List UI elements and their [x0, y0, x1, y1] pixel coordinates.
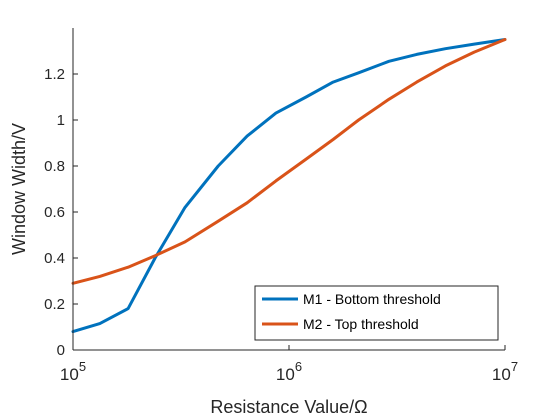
tick-labels: 0 0.2 0.4 0.6 0.8 1 1.2 105 106 107 — [44, 66, 518, 384]
x-tick-label: 107 — [492, 359, 518, 384]
series-line-1 — [71, 38, 507, 334]
series-lines — [71, 38, 507, 334]
axes — [72, 28, 506, 351]
x-tick-label: 105 — [60, 359, 86, 384]
y-tick-label: 0.6 — [44, 204, 65, 221]
y-tick-label: 1.2 — [44, 66, 65, 83]
y-tick-label: 0.4 — [44, 250, 65, 267]
legend: M1 - Bottom threshold M2 - Top threshold — [254, 285, 499, 341]
x-axis-label: Resistance Value/Ω — [210, 397, 367, 417]
y-tick-label: 0.2 — [44, 296, 65, 313]
y-tick-label: 1 — [57, 112, 65, 129]
y-axis-label: Window Width/V — [9, 123, 29, 255]
series-line-2 — [71, 38, 507, 285]
y-tick-label: 0.8 — [44, 158, 65, 175]
legend-label-2: M2 - Top threshold — [303, 316, 419, 332]
legend-box — [254, 285, 499, 341]
x-tick-label: 106 — [276, 359, 302, 384]
legend-label-1: M1 - Bottom threshold — [303, 291, 441, 307]
y-tick-label: 0 — [57, 342, 65, 359]
